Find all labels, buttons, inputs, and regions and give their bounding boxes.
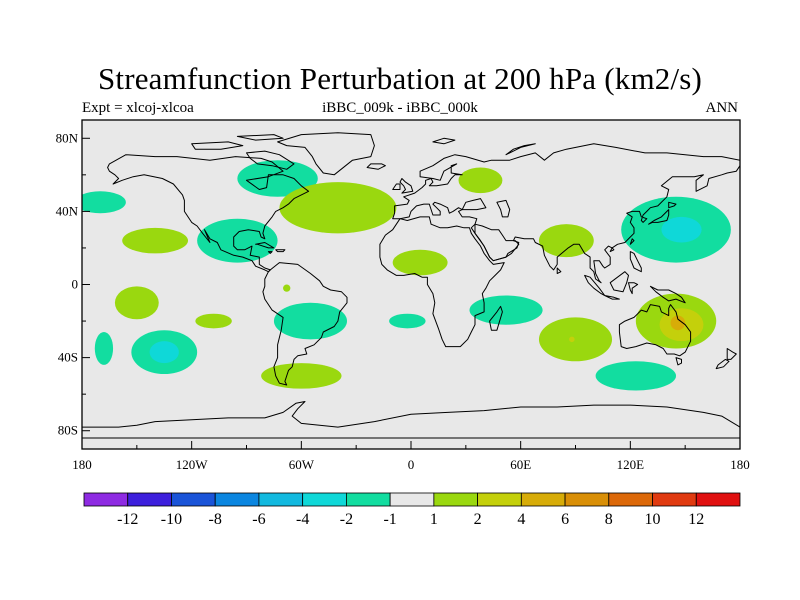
colorbar-label-0: -12	[117, 511, 138, 528]
coast-tasmania	[675, 357, 682, 366]
colorbar-label-11: 8	[605, 511, 613, 528]
colorbar-swatch-10	[520, 492, 566, 507]
coast-sri-lanka	[556, 267, 562, 274]
anomaly-s-pacific-pos-a	[114, 286, 159, 320]
colorbar-label-10: 6	[561, 511, 569, 528]
colorbar-label-7: 1	[430, 511, 438, 528]
colorbar-swatch-1	[127, 492, 172, 507]
coast-black-caspian	[461, 198, 511, 218]
lat-tick-label-1: 40N	[56, 203, 79, 218]
colorbar-swatch-0	[83, 492, 129, 507]
lon-tick-label-5: 120E	[617, 457, 645, 472]
coast-svalbard-novaya	[432, 137, 536, 156]
colorbar-swatch-11	[564, 492, 610, 507]
anomaly-australia-core-pos4	[670, 315, 686, 331]
anomaly-madagascar-neg	[469, 295, 543, 325]
colorbar-swatch-4	[258, 492, 304, 507]
colorbar-label-4: -4	[296, 511, 309, 528]
lat-tick-label-2: 0	[72, 277, 79, 292]
coast-new-guinea	[649, 285, 686, 304]
anomaly-indian-ocean-small	[569, 336, 575, 343]
lon-tick-label-4: 60E	[510, 457, 531, 472]
colorbar-swatch-8	[433, 492, 479, 507]
experiment-label: Expt = xlcoj-xlcoa	[82, 100, 194, 116]
coast-borneo	[609, 271, 629, 293]
colorbar-label-13: 12	[688, 511, 704, 528]
coast-taiwan-hainan	[609, 238, 635, 253]
lon-tick-label-3: 0	[408, 457, 415, 472]
anomaly-s-pacific-pos-b	[195, 313, 232, 329]
anomaly-mexico-neg	[197, 218, 278, 263]
coast-africa	[379, 216, 505, 348]
anomaly-n-atlantic-pos	[279, 182, 397, 234]
colorbar: -12 -10 -8 -6 -4 -2 -1 1 2 4 6 8 10 12	[83, 492, 741, 528]
colorbar-swatch-5	[302, 492, 347, 507]
anomaly-indian-ocean-pos	[538, 317, 613, 362]
coast-greenland	[277, 132, 375, 176]
anomaly-ne-pacific-neg	[82, 191, 126, 214]
anomaly-india-pos	[538, 224, 594, 258]
anomaly-russia-pos	[458, 167, 503, 194]
map-background	[82, 120, 740, 449]
anomaly-s-america-neg	[273, 302, 348, 340]
coast-madagascar	[489, 305, 503, 331]
coast-iceland	[366, 163, 386, 170]
axis-ticks: 80N 40N 0 40S 80S 180 120W 60W 0 60E 120E 180	[56, 130, 750, 472]
coast-antarctica	[82, 401, 740, 428]
coast-arctic-islands	[191, 134, 284, 150]
coast-north-america	[107, 154, 310, 273]
comparison-label: iBBC_009k - iBBC_000k	[322, 100, 478, 116]
anomaly-s-indian-neg	[595, 361, 677, 391]
colorbar-swatch-14	[695, 492, 741, 507]
coast-australia	[618, 304, 692, 357]
coast-sumatra-java	[584, 274, 620, 300]
coast-japan	[648, 201, 677, 225]
colorbar-label-1: -10	[161, 511, 182, 528]
lon-tick-label-1: 120W	[176, 457, 209, 472]
season-label: ANN	[705, 100, 739, 116]
colorbar-swatch-2	[171, 492, 216, 507]
colorbar-label-12: 10	[645, 511, 661, 528]
colorbar-label-6: -1	[383, 511, 396, 528]
anomaly-japan-core-neg2	[661, 216, 702, 243]
anomaly-patagonia-pos	[261, 363, 342, 389]
colorbar-label-9: 4	[517, 511, 525, 528]
coast-new-zealand	[715, 348, 737, 370]
anomaly-tropical-pacific-pos	[122, 227, 189, 254]
anomaly-e-pacific-small-pos	[283, 284, 291, 292]
anomaly-s-pacific-core-neg2	[149, 341, 179, 364]
colorbar-swatch-7	[389, 492, 435, 507]
colorbar-swatch-9	[477, 492, 522, 507]
chart-title: Streamfunction Perturbation at 200 hPa (…	[97, 61, 703, 96]
colorbar-swatch-3	[214, 492, 260, 507]
coast-south-america	[262, 262, 348, 386]
coast-british-isles	[392, 178, 414, 194]
colorbar-label-8: 2	[474, 511, 482, 528]
lon-tick-label-2: 60W	[289, 457, 315, 472]
anomaly-s-tip-pacific-neg	[94, 332, 114, 365]
coast-sulawesi-philippines	[628, 251, 642, 295]
lon-tick-label-6: 180	[730, 457, 750, 472]
colorbar-swatch-6	[345, 492, 391, 507]
coast-baffin	[246, 150, 295, 170]
coast-eurasia	[392, 143, 740, 284]
colorbar-label-5: -2	[340, 511, 353, 528]
anomaly-s-atlantic-neg	[389, 313, 426, 329]
colorbar-label-2: -8	[209, 511, 222, 528]
colorbar-swatch-12	[608, 492, 653, 507]
colorbar-swatch-13	[652, 492, 697, 507]
coastlines	[82, 132, 740, 439]
anomaly-contours	[82, 160, 731, 391]
lon-tick-label-0: 180	[72, 457, 92, 472]
colorbar-label-3: -6	[252, 511, 265, 528]
coast-caribbean	[255, 242, 286, 254]
lat-tick-label-0: 80N	[56, 130, 79, 145]
lat-tick-label-3: 40S	[58, 350, 78, 365]
coast-arabia	[474, 223, 520, 262]
anomaly-sahara-pos	[392, 249, 448, 276]
lat-tick-label-4: 80S	[58, 423, 78, 438]
